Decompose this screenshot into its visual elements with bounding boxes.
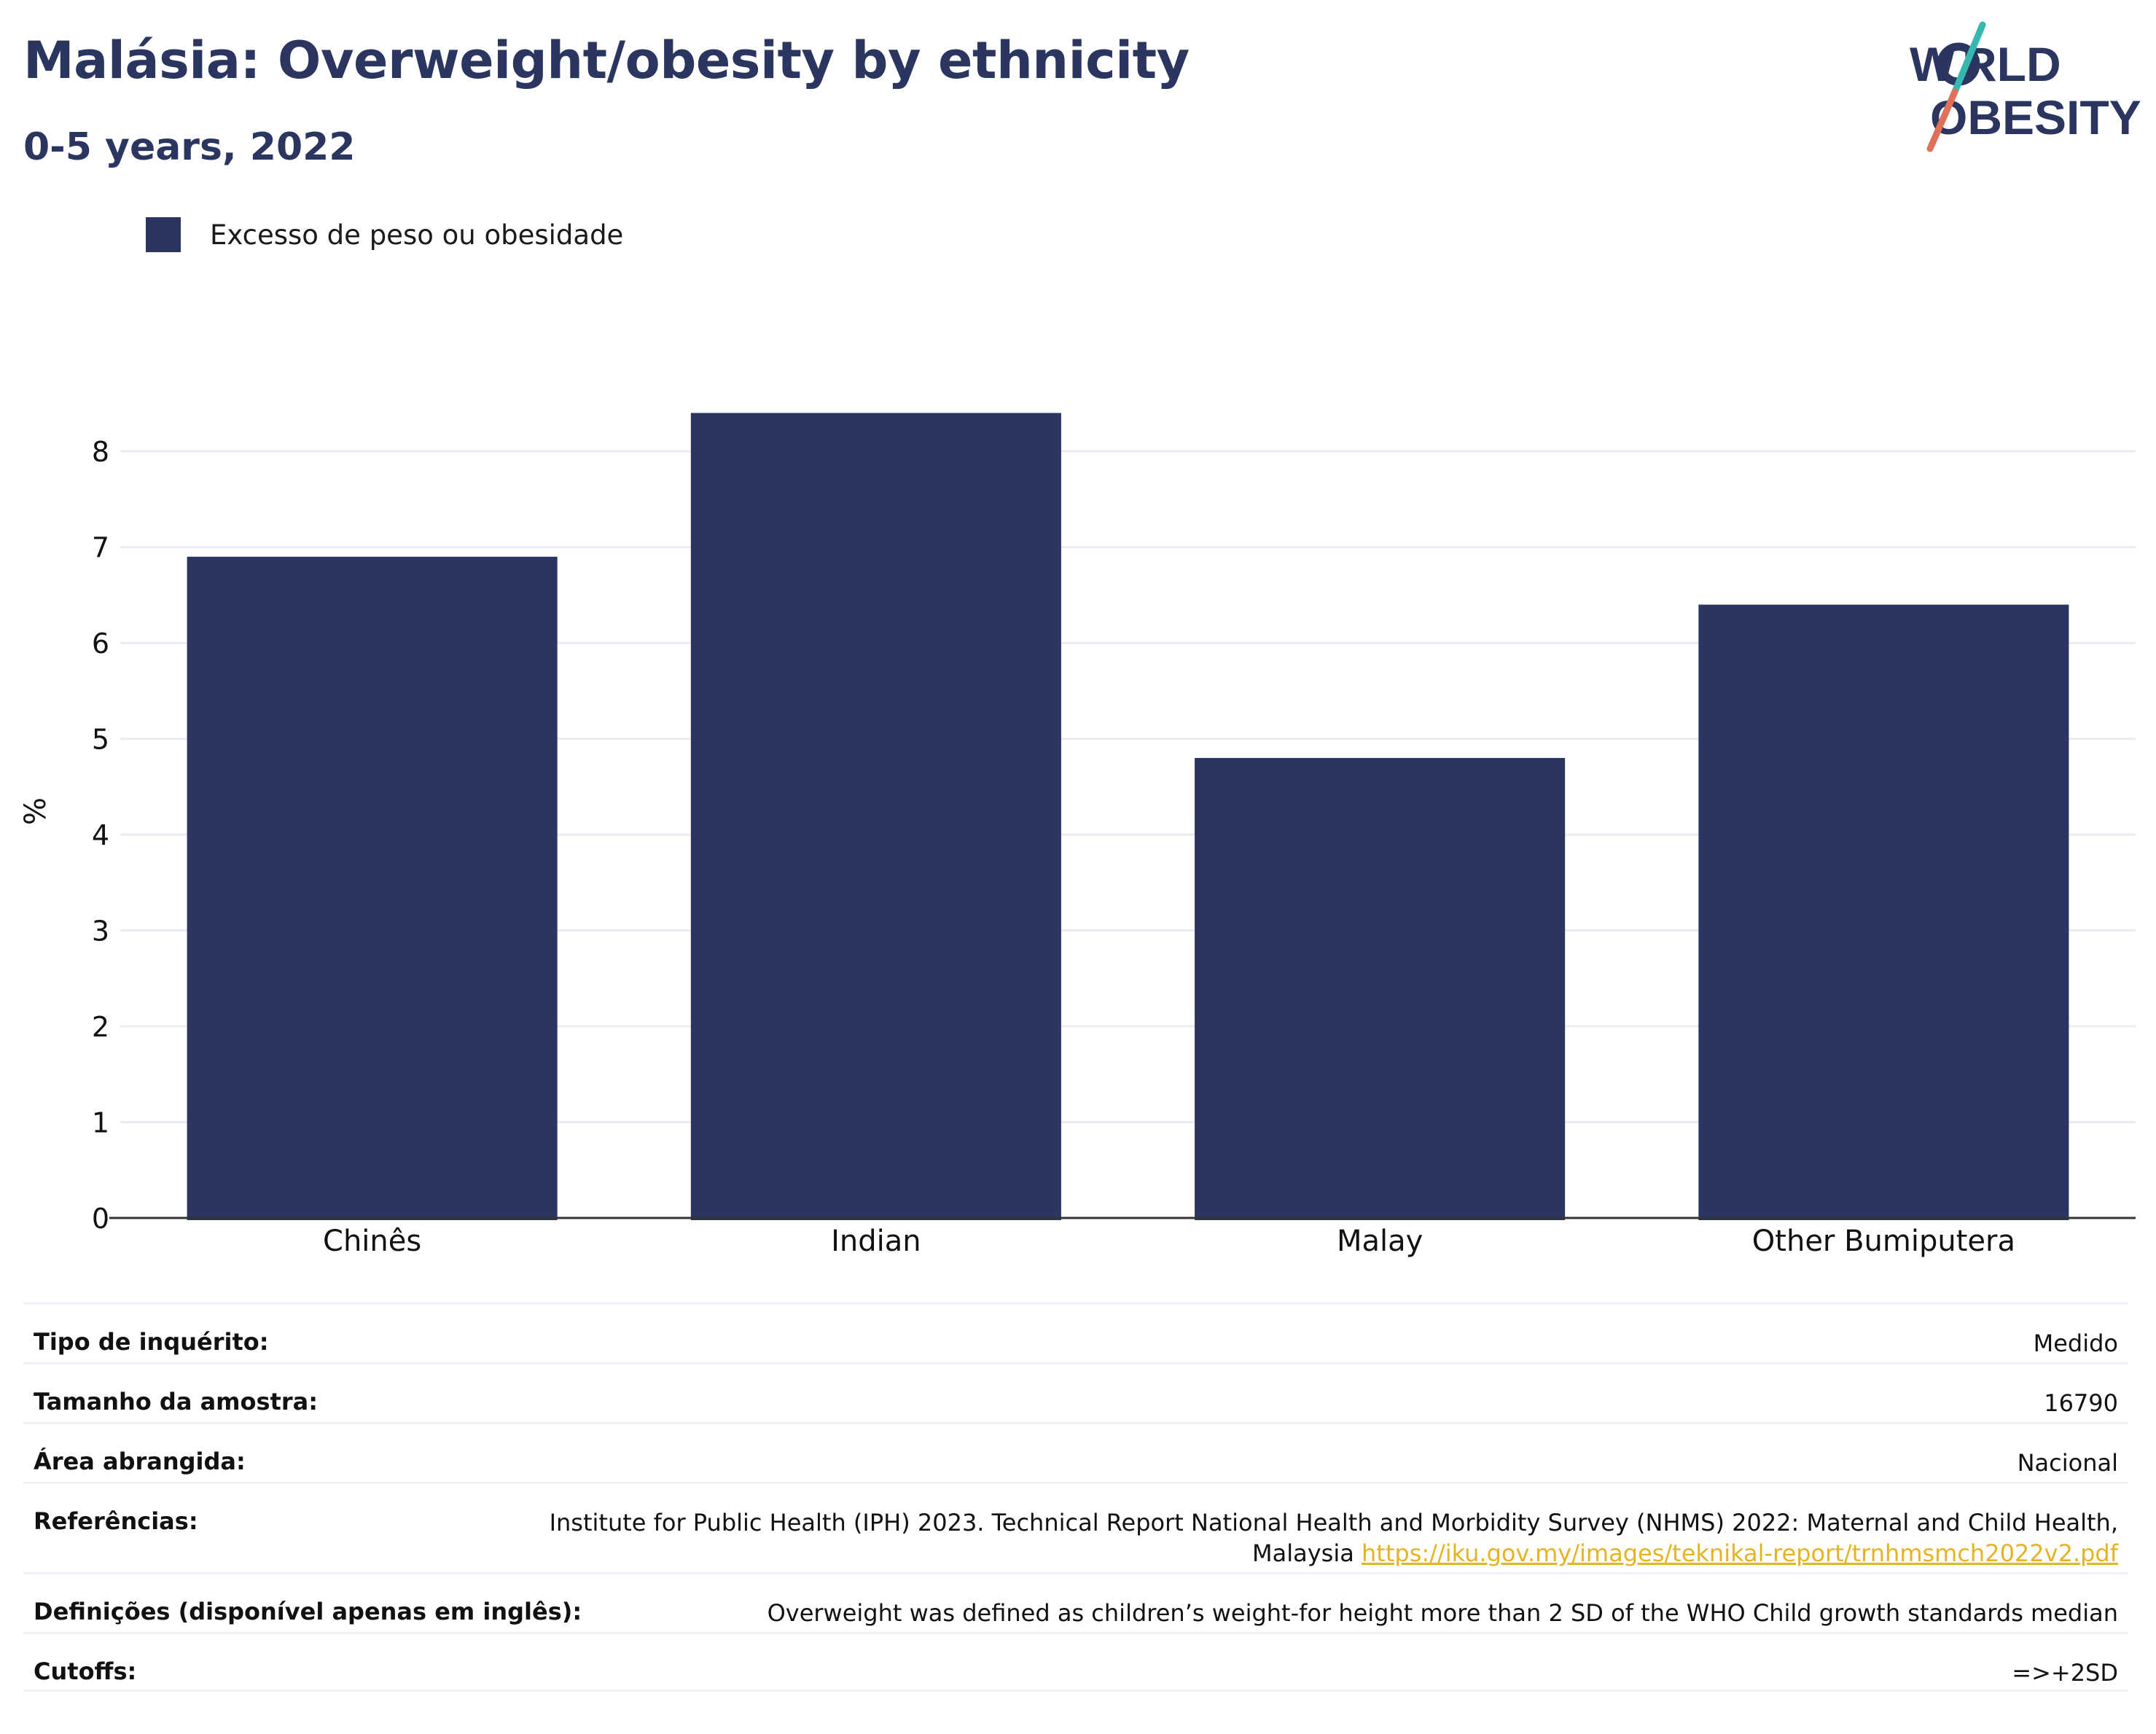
- y-tick-label: 2: [92, 1011, 109, 1043]
- legend-label: Excesso de peso ou obesidade: [210, 219, 624, 251]
- info-row: Referências: Institute for Public Health …: [23, 1482, 2128, 1572]
- y-axis-label: %: [19, 797, 53, 826]
- info-key: Tamanho da amostra:: [34, 1388, 318, 1415]
- x-tick-label: Chinês: [323, 1225, 421, 1258]
- y-tick-label: 3: [92, 915, 109, 948]
- y-tick-label: 0: [92, 1203, 109, 1235]
- bar-indian: [690, 413, 1061, 1220]
- legend[interactable]: Excesso de peso ou obesidade: [146, 217, 623, 252]
- bar-other-bumiputera: [1698, 604, 2069, 1220]
- x-tick-label: Malay: [1337, 1225, 1423, 1258]
- x-tick-label: Indian: [831, 1225, 921, 1258]
- reference-link[interactable]: https://iku.gov.my/images/teknikal-repor…: [1362, 1539, 2118, 1567]
- x-tick-label: Other Bumiputera: [1752, 1225, 2015, 1258]
- info-value: Overweight was defined as children’s wei…: [767, 1599, 2118, 1627]
- chart-title: Malásia: Overweight/obesity by ethnicity: [23, 31, 1190, 90]
- bar-chin-s: [187, 556, 558, 1220]
- info-row: Área abrangida: Nacional: [23, 1422, 2128, 1482]
- info-value: 16790: [2044, 1389, 2118, 1417]
- y-tick-label: 6: [92, 628, 109, 660]
- info-key: Definições (disponível apenas em inglês)…: [34, 1598, 582, 1625]
- svg-text:OBESITY: OBESITY: [1930, 90, 2141, 144]
- legend-swatch: [146, 217, 181, 252]
- info-row: Cutoffs: =>+2SD: [23, 1632, 2128, 1692]
- info-table: Tipo de inquérito: Medido Tamanho da amost…: [23, 1303, 2128, 1692]
- bar-chart: 0 1 2 3 4 5 6 7 8 Chinês Indian Malay Other Bumipute…: [92, 413, 2136, 1258]
- info-value: Nacional: [2017, 1449, 2118, 1477]
- info-row: Tamanho da amostra: 16790: [23, 1362, 2128, 1422]
- info-value: Medido: [2033, 1329, 2118, 1357]
- info-key: Referências:: [34, 1507, 198, 1535]
- info-value: =>+2SD: [2012, 1659, 2118, 1687]
- y-tick-label: 4: [92, 819, 109, 851]
- info-row: Definições (disponível apenas em inglês)…: [23, 1572, 2128, 1632]
- info-key: Tipo de inquérito:: [34, 1328, 269, 1356]
- bar-malay: [1195, 757, 1566, 1220]
- y-tick-label: 5: [92, 724, 109, 756]
- info-value: Institute for Public Health (IPH) 2023. …: [549, 1509, 2118, 1567]
- y-tick-label: 8: [92, 436, 109, 468]
- y-tick-label: 7: [92, 532, 109, 564]
- info-key: Cutoffs:: [34, 1657, 137, 1685]
- y-tick-label: 1: [92, 1107, 109, 1139]
- world-obesity-logo: W RLD OBESITY: [1910, 21, 2141, 152]
- chart-subtitle: 0-5 years, 2022: [23, 125, 356, 169]
- info-key: Área abrangida:: [34, 1448, 246, 1475]
- info-row: Tipo de inquérito: Medido: [23, 1303, 2128, 1362]
